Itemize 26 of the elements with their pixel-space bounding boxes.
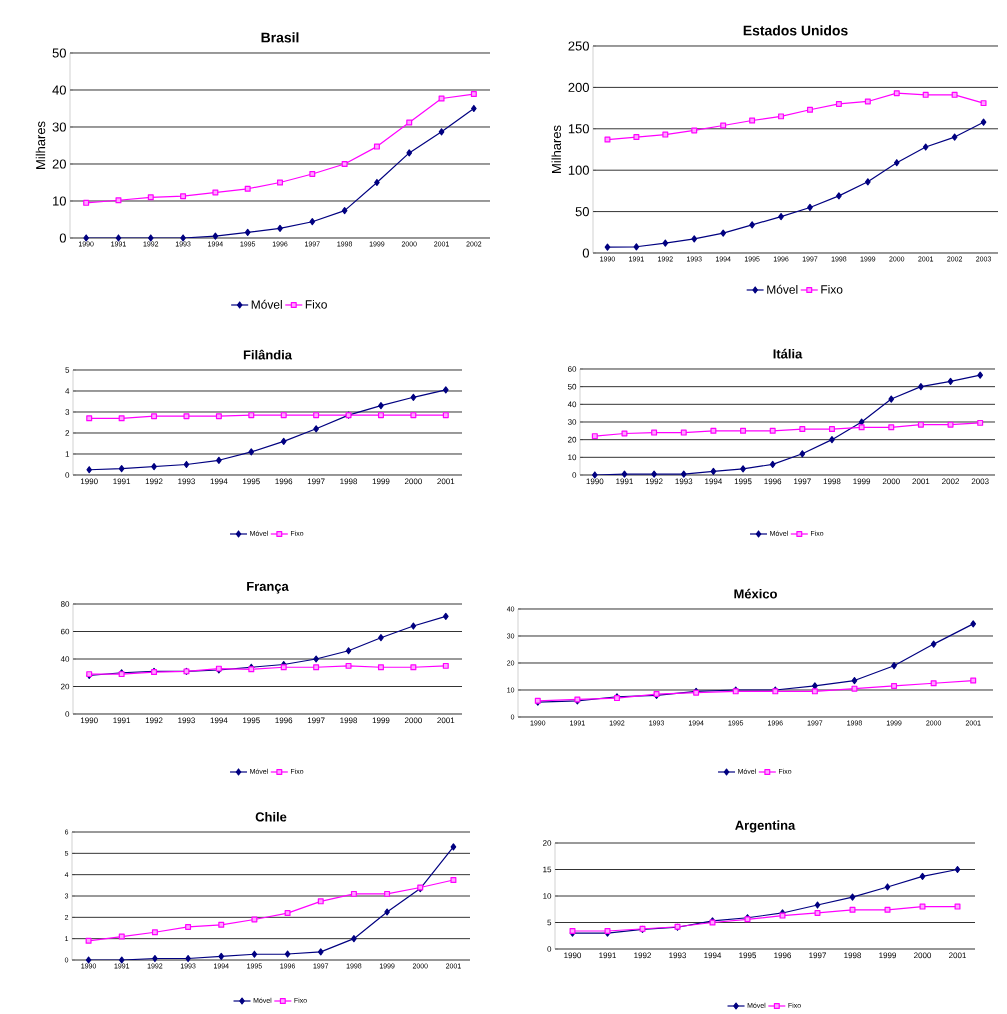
chart-title: Itália xyxy=(773,348,803,359)
y-tick-label: 0 xyxy=(59,233,66,243)
chart-title: Chile xyxy=(255,811,287,822)
legend-label: Móvel xyxy=(767,284,798,294)
y-tick-label: 20 xyxy=(52,159,66,169)
y-tick-label: 30 xyxy=(52,122,66,132)
y-tick-label: 50 xyxy=(575,207,589,217)
chart-title: França xyxy=(247,581,289,594)
chart-title: Filândia xyxy=(243,349,293,360)
chart-title: Brasil xyxy=(261,32,299,43)
y-tick-label: 150 xyxy=(568,124,589,134)
y-tick-label: 0 xyxy=(582,248,589,258)
y-tick-label: 200 xyxy=(568,82,589,92)
y-tick-label: 50 xyxy=(52,48,66,58)
y-tick-label: 40 xyxy=(52,85,66,95)
y-axis-title: Milhares xyxy=(551,125,562,173)
legend-label: Fixo xyxy=(305,299,327,309)
chart-title: México xyxy=(734,588,777,599)
y-tick-label: 10 xyxy=(53,196,66,206)
legend-label: Fixo xyxy=(821,284,843,294)
y-tick-label: 100 xyxy=(568,165,589,175)
chart-title: Argentina xyxy=(735,820,796,833)
legend-label: Móvel xyxy=(251,299,282,309)
chart-title: Estados Unidos xyxy=(743,25,848,36)
y-tick-label: 250 xyxy=(568,41,589,51)
y-axis-title: Milhares xyxy=(35,121,46,169)
